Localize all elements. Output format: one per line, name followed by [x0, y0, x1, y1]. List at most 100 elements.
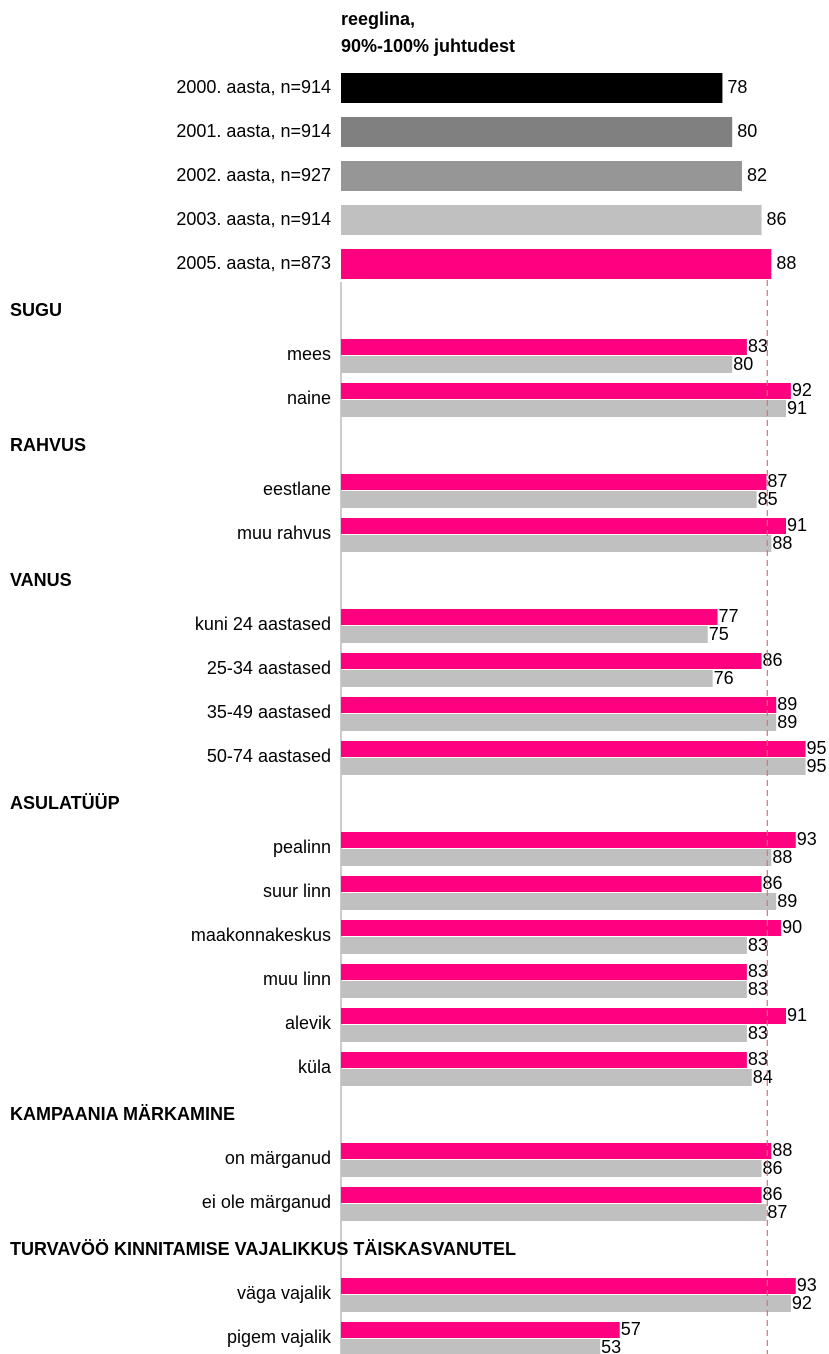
bar: [341, 356, 733, 373]
value-label: 76: [714, 668, 734, 688]
bar: [341, 1295, 791, 1312]
bar: [341, 1204, 767, 1221]
value-label: 92: [792, 1293, 812, 1313]
value-label: 86: [763, 1184, 783, 1204]
row-label: 2003. aasta, n=914: [176, 209, 331, 229]
row-label: eestlane: [263, 479, 331, 499]
row-label: 2002. aasta, n=927: [176, 165, 331, 185]
section-heading: KAMPAANIA MÄRKAMINE: [10, 1104, 235, 1124]
value-label: 88: [776, 253, 796, 273]
value-label: 89: [777, 694, 797, 714]
value-label: 53: [601, 1337, 621, 1354]
bar: [341, 205, 762, 235]
bar: [341, 1278, 796, 1294]
row-label: mees: [287, 344, 331, 364]
value-label: 88: [772, 1140, 792, 1160]
section-heading: VANUS: [10, 570, 72, 590]
value-label: 78: [727, 77, 747, 97]
row-label: väga vajalik: [237, 1283, 332, 1303]
value-label: 83: [748, 1023, 768, 1043]
bar: [341, 73, 723, 103]
bar: [341, 653, 762, 669]
value-label: 93: [797, 1275, 817, 1295]
value-label: 83: [748, 961, 768, 981]
row-label: 2000. aasta, n=914: [176, 77, 331, 97]
value-label: 86: [763, 1158, 783, 1178]
value-label: 95: [807, 756, 827, 776]
section-heading: SUGU: [10, 300, 62, 320]
value-label: 87: [767, 1202, 787, 1222]
bar: [341, 117, 733, 147]
value-label: 93: [797, 829, 817, 849]
bar: [341, 1160, 762, 1177]
bar: [341, 1339, 601, 1354]
bar: [341, 1008, 786, 1024]
value-label: 86: [763, 650, 783, 670]
value-label: 57: [621, 1319, 641, 1339]
bar: [341, 1025, 747, 1042]
row-label: 2005. aasta, n=873: [176, 253, 331, 273]
bar: [341, 1069, 752, 1086]
bar: [341, 535, 772, 552]
value-label: 83: [748, 935, 768, 955]
value-label: 89: [777, 891, 797, 911]
row-label: maakonnakeskus: [191, 925, 331, 945]
bar: [341, 893, 777, 910]
value-label: 88: [772, 533, 792, 553]
bar: [341, 697, 777, 713]
bar: [341, 491, 757, 508]
value-label: 77: [719, 606, 739, 626]
value-label: 88: [772, 847, 792, 867]
value-label: 91: [787, 515, 807, 535]
value-label: 83: [748, 1049, 768, 1069]
value-label: 83: [748, 979, 768, 999]
bar: [341, 609, 718, 625]
value-label: 84: [753, 1067, 773, 1087]
bar: [341, 1052, 747, 1068]
section-heading: ASULATÜÜP: [10, 793, 120, 813]
row-label: muu rahvus: [237, 523, 331, 543]
row-label: 50-74 aastased: [207, 746, 331, 766]
value-label: 75: [709, 624, 729, 644]
value-label: 86: [763, 873, 783, 893]
bar: [341, 249, 772, 279]
bar: [341, 832, 796, 848]
bar: [341, 876, 762, 892]
chart-title: 90%-100% juhtudest: [341, 36, 515, 56]
row-label: 25-34 aastased: [207, 658, 331, 678]
row-label: küla: [298, 1057, 332, 1077]
row-label: alevik: [285, 1013, 332, 1033]
bar: [341, 937, 747, 954]
chart-title: reeglina,: [341, 9, 415, 29]
bar: [341, 400, 786, 417]
value-label: 85: [758, 489, 778, 509]
value-label: 83: [748, 336, 768, 356]
value-label: 91: [787, 398, 807, 418]
bar: [341, 920, 782, 936]
section-heading: RAHVUS: [10, 435, 86, 455]
row-label: ei ole märganud: [202, 1192, 331, 1212]
bar: [341, 518, 786, 534]
bar: [341, 964, 747, 980]
bar: [341, 670, 713, 687]
section-heading: TURVAVÖÖ KINNITAMISE VAJALIKKUS TÄISKASV…: [10, 1239, 516, 1259]
row-label: pealinn: [273, 837, 331, 857]
bar: [341, 981, 747, 998]
value-label: 87: [767, 471, 787, 491]
bar: [341, 474, 767, 490]
value-label: 86: [767, 209, 787, 229]
value-label: 90: [782, 917, 802, 937]
row-label: kuni 24 aastased: [195, 614, 331, 634]
value-label: 80: [737, 121, 757, 141]
bar: [341, 1322, 620, 1338]
value-label: 92: [792, 380, 812, 400]
value-label: 91: [787, 1005, 807, 1025]
bar: [341, 741, 806, 757]
value-label: 80: [733, 354, 753, 374]
row-label: 2001. aasta, n=914: [176, 121, 331, 141]
value-label: 82: [747, 165, 767, 185]
bar: [341, 626, 708, 643]
row-label: muu linn: [263, 969, 331, 989]
